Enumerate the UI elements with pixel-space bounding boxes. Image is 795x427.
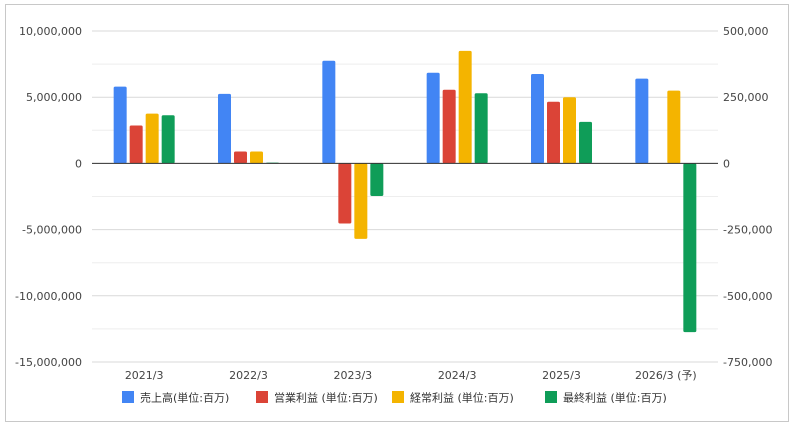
bar-2-4[interactable] bbox=[442, 89, 456, 164]
bar-3-4[interactable] bbox=[458, 50, 472, 164]
bar-chart: 10,000,000 5,000,000 0 -5,000,000 -10,000,00… bbox=[15, 25, 772, 405]
bar-2-1[interactable] bbox=[129, 125, 143, 164]
legend-label: 経常利益 (単位:百万) bbox=[410, 391, 514, 405]
bar-4-3[interactable] bbox=[370, 163, 384, 196]
legend-swatch bbox=[256, 391, 268, 403]
left-axis-ticks: 10,000,000 5,000,000 0 -5,000,000 -10,000,00… bbox=[15, 25, 82, 369]
legend-label: 売上高(単位:百万) bbox=[140, 391, 229, 405]
right-tick-label: 500,000 bbox=[723, 25, 769, 38]
right-axis-ticks: 500,000 250,000 0 -250,000 -500,000 -750,000 bbox=[723, 25, 772, 369]
category-label: 2026/3 (予) bbox=[635, 369, 697, 382]
bar-3-1[interactable] bbox=[145, 113, 159, 164]
bar-1-1[interactable] bbox=[113, 86, 127, 164]
left-tick-label: 0 bbox=[75, 157, 82, 170]
bar-3-5[interactable] bbox=[563, 97, 576, 164]
category-label: 2024/3 bbox=[438, 369, 477, 382]
legend-label: 営業利益 (単位:百万) bbox=[274, 391, 378, 405]
legend-swatch bbox=[122, 391, 134, 403]
bars bbox=[113, 50, 697, 333]
bar-1-2[interactable] bbox=[218, 93, 231, 164]
bar-1-3[interactable] bbox=[322, 60, 336, 164]
legend-swatch bbox=[392, 391, 404, 403]
bar-1-6[interactable] bbox=[635, 78, 649, 164]
right-tick-label: -750,000 bbox=[723, 356, 772, 369]
bar-4-6[interactable] bbox=[683, 163, 697, 333]
bar-2-2[interactable] bbox=[234, 151, 247, 164]
bar-3-6[interactable] bbox=[667, 90, 681, 164]
legend-item-3[interactable]: 経常利益 (単位:百万) bbox=[392, 391, 514, 405]
legend-label: 最終利益 (単位:百万) bbox=[563, 391, 667, 405]
category-label: 2025/3 bbox=[542, 369, 581, 382]
left-tick-label: 10,000,000 bbox=[19, 25, 82, 38]
right-tick-label: -500,000 bbox=[723, 290, 772, 303]
bar-2-3[interactable] bbox=[338, 163, 352, 224]
right-tick-label: -250,000 bbox=[723, 224, 772, 237]
legend-swatch bbox=[545, 391, 557, 403]
legend-item-1[interactable]: 売上高(単位:百万) bbox=[122, 391, 229, 405]
bar-4-4[interactable] bbox=[474, 93, 488, 164]
legend-item-2[interactable]: 営業利益 (単位:百万) bbox=[256, 391, 378, 405]
chart-frame: 10,000,000 5,000,000 0 -5,000,000 -10,000,00… bbox=[5, 4, 789, 422]
category-label: 2023/3 bbox=[333, 369, 372, 382]
bar-1-4[interactable] bbox=[426, 72, 440, 164]
category-label: 2021/3 bbox=[125, 369, 164, 382]
bar-3-3[interactable] bbox=[354, 163, 368, 239]
category-labels: 2021/3 2022/3 2023/3 2024/3 2025/3 2026/3 (予) bbox=[125, 369, 697, 382]
right-tick-label: 0 bbox=[723, 157, 730, 170]
bar-4-5[interactable] bbox=[579, 121, 592, 164]
bar-4-1[interactable] bbox=[161, 115, 175, 164]
legend-item-4[interactable]: 最終利益 (単位:百万) bbox=[545, 391, 667, 405]
left-tick-label: 5,000,000 bbox=[26, 91, 82, 104]
left-tick-label: -10,000,000 bbox=[15, 290, 82, 303]
legend[interactable]: 売上高(単位:百万) 営業利益 (単位:百万) 経常利益 (単位:百万) 最終利益 (… bbox=[122, 391, 667, 405]
gridlines bbox=[92, 30, 718, 363]
left-tick-label: -5,000,000 bbox=[22, 224, 82, 237]
bar-1-5[interactable] bbox=[531, 74, 544, 164]
left-tick-label: -15,000,000 bbox=[15, 356, 82, 369]
category-label: 2022/3 bbox=[229, 369, 268, 382]
bar-3-2[interactable] bbox=[250, 151, 263, 164]
right-tick-label: 250,000 bbox=[723, 91, 769, 104]
bar-2-5[interactable] bbox=[547, 101, 560, 164]
